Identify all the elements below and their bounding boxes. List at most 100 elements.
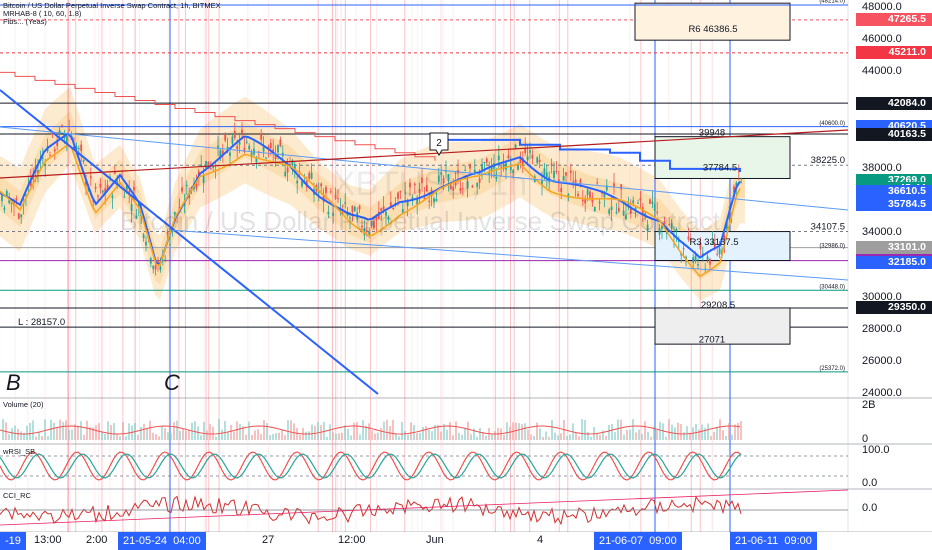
candle-body xyxy=(733,186,735,193)
candle-body xyxy=(334,195,337,199)
volume-bar xyxy=(602,430,604,440)
volume-bar xyxy=(440,431,442,440)
candle-body xyxy=(382,206,385,210)
volume-bar xyxy=(401,422,403,440)
candle-body xyxy=(255,157,258,162)
candle-body xyxy=(277,145,279,153)
candle-body xyxy=(589,191,591,198)
volume-bar xyxy=(638,429,640,440)
volume-bar xyxy=(11,428,13,440)
volume-bar xyxy=(311,424,313,440)
candle-body xyxy=(317,191,320,193)
annotation-2: 38225.0 xyxy=(811,155,845,166)
candle-body xyxy=(15,198,18,201)
candle-body xyxy=(413,183,416,186)
candle-body xyxy=(272,149,275,154)
volume-bar xyxy=(287,420,289,440)
candle-body xyxy=(183,204,186,206)
candle-body xyxy=(725,222,728,229)
candle-body xyxy=(149,258,152,264)
volume-bar xyxy=(188,430,190,440)
volume-bar xyxy=(53,422,55,440)
volume-bar xyxy=(737,422,739,440)
volume-bar xyxy=(260,434,262,440)
price-tag: 42084.0 xyxy=(856,96,932,110)
price-tag: 45211.0 xyxy=(856,46,932,60)
y-tick: 26000.0 xyxy=(862,354,902,367)
candle-body xyxy=(133,186,135,191)
volume-bar xyxy=(350,435,352,440)
volume-bar xyxy=(527,429,529,440)
candle-body xyxy=(25,194,27,196)
y-tick: 48000.0 xyxy=(862,1,902,13)
candle-body xyxy=(188,193,191,199)
price-tag: 35784.5 xyxy=(856,197,932,211)
volume-bar xyxy=(275,432,277,440)
volume-bar xyxy=(155,434,157,440)
volume-bar xyxy=(557,435,559,440)
volume-bar xyxy=(443,424,445,440)
volume-bar xyxy=(713,431,715,440)
volume-bar xyxy=(710,435,712,440)
volume-bar xyxy=(230,424,232,440)
candle-body xyxy=(17,213,20,219)
candle-body xyxy=(416,197,419,205)
step-resistance-line xyxy=(0,71,436,161)
annotation-7: 27071 xyxy=(699,335,725,346)
candle-body xyxy=(577,193,579,197)
volume-bar xyxy=(407,434,409,440)
volume-bar xyxy=(671,424,673,440)
volume-bar xyxy=(659,421,661,440)
volume-bar xyxy=(233,431,235,440)
volume-bar xyxy=(257,429,259,440)
volume-bar xyxy=(242,426,244,440)
candle-body xyxy=(481,163,483,170)
volume-bar xyxy=(128,423,130,440)
y-tick: 38000.0 xyxy=(862,161,902,174)
volume-bar xyxy=(455,421,457,440)
candle-body xyxy=(536,157,539,163)
candle-body xyxy=(101,190,104,193)
volume-bar xyxy=(113,423,115,440)
candle-body xyxy=(289,164,291,166)
volume-bar xyxy=(140,426,142,440)
volume-bar xyxy=(740,421,742,440)
volume-bar xyxy=(374,433,376,440)
volume-bar xyxy=(569,434,571,440)
vertical-marker-layer xyxy=(14,0,731,532)
candle-body xyxy=(373,221,375,228)
candle-body xyxy=(550,163,553,166)
candle-body xyxy=(224,134,227,141)
volume-bar xyxy=(647,431,649,440)
candle-body xyxy=(632,200,635,204)
volume-bar xyxy=(416,433,418,440)
volume-bar xyxy=(683,432,685,440)
candle-body xyxy=(718,248,721,255)
volume-bar xyxy=(119,436,121,440)
volume-bar xyxy=(473,428,475,440)
time-axis[interactable] xyxy=(0,532,932,550)
candle-body xyxy=(221,150,224,155)
candle-body xyxy=(248,145,251,150)
candle-body xyxy=(447,174,450,182)
volume-bar xyxy=(290,420,292,440)
candle-body xyxy=(538,159,541,163)
wave-2-callout xyxy=(429,132,449,156)
candle-body xyxy=(113,172,116,174)
volume-bar xyxy=(677,422,679,440)
candle-body xyxy=(341,205,344,207)
volume-bar xyxy=(437,424,439,440)
volume-bar xyxy=(617,419,619,440)
cci-scale-mid: 0.0 xyxy=(862,502,878,514)
rsi-signal-line xyxy=(0,453,742,479)
candle-body xyxy=(637,202,639,204)
candle-body xyxy=(344,202,347,204)
candle-body xyxy=(106,184,109,191)
annotation-4: 34107.5 xyxy=(811,221,845,232)
volume-bar xyxy=(176,420,178,440)
candle-body xyxy=(713,243,716,248)
step-support-line xyxy=(440,138,741,173)
watermark-title: Bitcoin / US Dollar Perpetual Inverse Sw… xyxy=(120,206,720,236)
candle-body xyxy=(569,170,572,173)
